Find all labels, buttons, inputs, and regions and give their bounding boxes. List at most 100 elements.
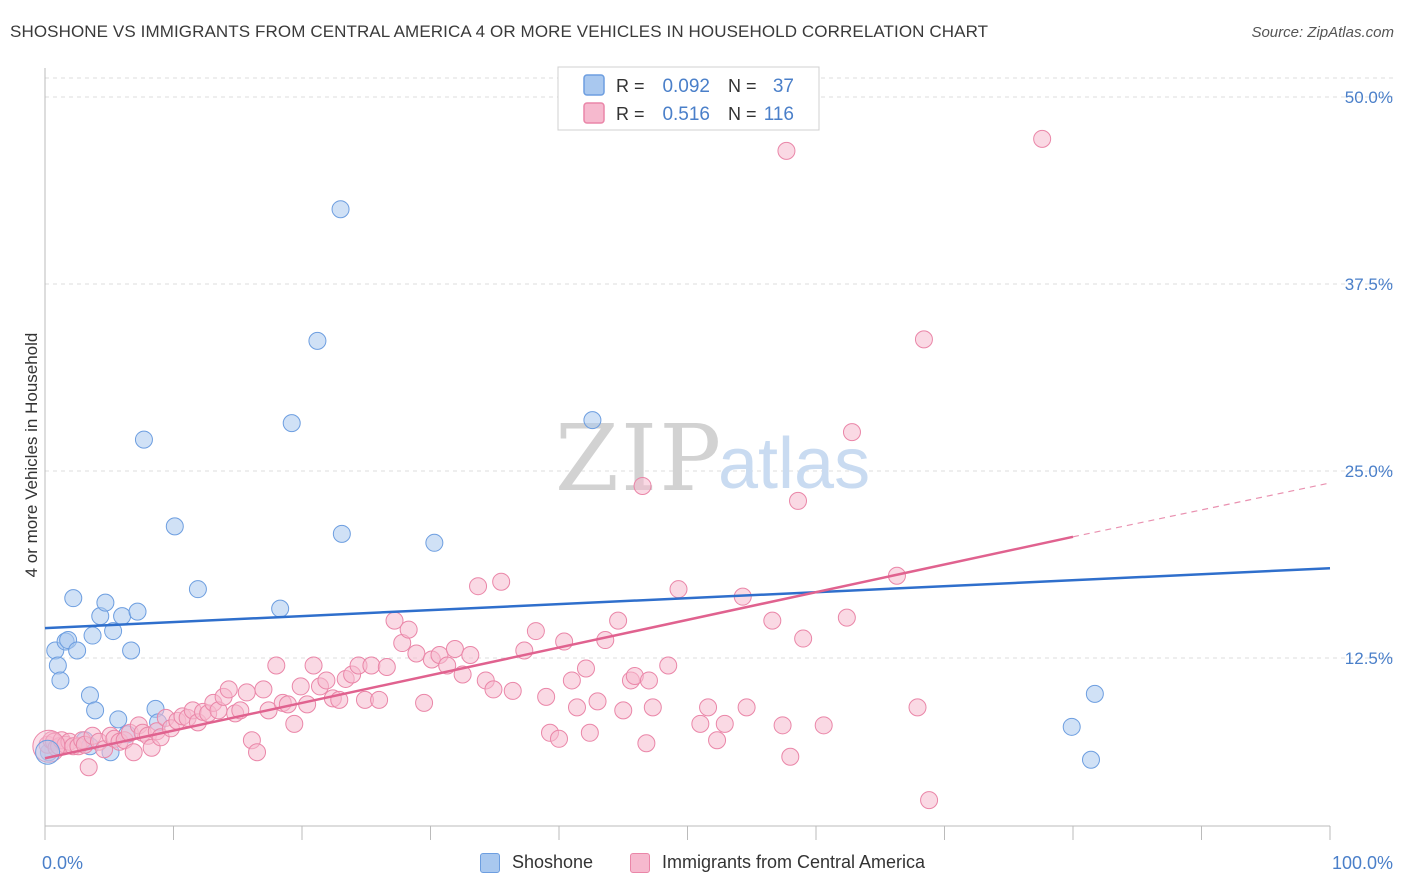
stats-r-label-central-america: R =: [616, 104, 645, 124]
central-america-point-63: [362, 656, 381, 675]
shoshone-point-17: [109, 710, 128, 729]
legend-swatch-central-america: [630, 852, 650, 873]
legend-label-central-america: Immigrants from Central America: [662, 852, 926, 872]
y-tick-label-3: 50.0%: [1345, 88, 1393, 107]
shoshone-point-10: [80, 686, 99, 705]
shoshone-point-12: [86, 701, 105, 720]
central-america-point-64: [370, 690, 389, 709]
shoshone-point-11: [83, 626, 102, 645]
shoshone-point-26: [188, 580, 207, 599]
stats-n-label-shoshone: N =: [728, 76, 757, 96]
shoshone-point-22: [134, 430, 153, 449]
central-america-point-108: [737, 698, 756, 717]
stats-swatch-shoshone: [583, 74, 605, 96]
central-america-point-45: [248, 743, 267, 762]
central-america-point-92: [588, 692, 607, 711]
shoshone-point-30: [331, 200, 350, 219]
stats-n-value-shoshone: 37: [773, 76, 794, 97]
central-america-point-74: [445, 640, 464, 659]
bottom-legend: Shoshone Immigrants from Central America: [0, 852, 1406, 878]
central-america-point-100: [643, 698, 662, 717]
central-america-point-68: [399, 620, 418, 639]
shoshone-point-14: [96, 593, 115, 612]
central-america-point-65: [377, 657, 396, 676]
central-america-point-80: [492, 572, 511, 591]
central-america-point-110: [773, 716, 792, 735]
shoshone-point-29: [308, 331, 327, 350]
central-america-point-90: [576, 659, 595, 678]
central-america-point-123: [633, 476, 652, 495]
shoshone-point-21: [128, 602, 147, 621]
stats-n-label-central-america: N =: [728, 104, 757, 124]
central-america-point-121: [920, 791, 939, 810]
central-america-point-52: [291, 677, 310, 696]
shoshone-point-18: [113, 607, 132, 626]
shoshone-point-27: [271, 599, 290, 618]
y-tick-label-0: 12.5%: [1345, 649, 1393, 668]
shoshone-point-28: [282, 414, 301, 433]
watermark-zip: ZIP: [555, 405, 723, 512]
central-america-point-95: [614, 701, 633, 720]
legend-label-shoshone: Shoshone: [512, 852, 594, 872]
shoshone-point-2: [48, 656, 67, 675]
central-america-point-89: [567, 698, 586, 717]
x-tick-label-1: 100.0%: [1332, 853, 1393, 873]
y-tick-label-1: 25.0%: [1345, 462, 1393, 481]
central-america-point-46: [254, 680, 273, 699]
shoshone-trendline-0: [44, 566, 1331, 630]
central-america-point-105: [708, 731, 727, 750]
shoshone-point-36: [1085, 684, 1104, 703]
central-america-point-21: [124, 743, 143, 762]
central-america-point-43: [237, 683, 256, 702]
central-america-point-111: [777, 141, 796, 160]
central-america-point-122: [1033, 129, 1052, 148]
central-america-point-56: [317, 671, 336, 690]
central-america-point-84: [537, 687, 556, 706]
shoshone-point-32: [425, 533, 444, 552]
central-america-point-106: [715, 714, 734, 733]
central-america-trendline-2: [1072, 482, 1331, 538]
central-america-point-115: [814, 716, 833, 735]
shoshone-point-16: [104, 622, 123, 641]
central-america-point-94: [609, 611, 628, 630]
stats-r-label-shoshone: R =: [616, 76, 645, 96]
shoshone-point-20: [122, 641, 141, 660]
shoshone-point-33: [583, 411, 602, 430]
central-america-point-86: [550, 729, 568, 748]
central-america-point-103: [691, 714, 710, 733]
shoshone-cluster-point: [35, 739, 61, 765]
central-america-point-12: [79, 758, 98, 777]
legend-item-shoshone[interactable]: Shoshone: [480, 852, 593, 873]
central-america-point-102: [669, 580, 688, 599]
stats-n-value-central-america: 116: [764, 104, 794, 125]
central-america-point-117: [842, 423, 861, 442]
legend-swatch-shoshone: [480, 852, 500, 873]
legend-item-central-america[interactable]: Immigrants from Central America: [630, 852, 925, 873]
central-america-point-104: [699, 698, 718, 717]
central-america-point-81: [503, 681, 522, 700]
shoshone-point-34: [1062, 717, 1081, 736]
shoshone-point-25: [165, 517, 184, 536]
central-america-point-54: [304, 656, 323, 675]
shoshone-point-3: [51, 671, 70, 690]
central-america-point-88: [562, 671, 581, 690]
stats-swatch-central-america: [583, 102, 605, 124]
central-america-point-116: [837, 608, 856, 627]
central-america-cluster-point: [32, 729, 66, 763]
central-america-point-70: [415, 693, 434, 712]
central-america-point-120: [914, 330, 933, 349]
central-america-point-76: [461, 646, 480, 665]
central-america-point-114: [794, 629, 813, 648]
central-america-point-98: [637, 734, 656, 753]
central-america-point-69: [407, 644, 426, 663]
central-america-point-109: [763, 611, 782, 630]
shoshone-point-35: [1081, 750, 1100, 769]
central-america-point-91: [580, 723, 599, 742]
central-america-point-40: [219, 680, 238, 699]
shoshone-point-6: [64, 589, 83, 608]
central-america-point-83: [526, 622, 545, 641]
shoshone-point-31: [332, 524, 351, 543]
stats-r-value-shoshone: 0.092: [662, 76, 710, 97]
central-america-point-112: [781, 747, 800, 766]
